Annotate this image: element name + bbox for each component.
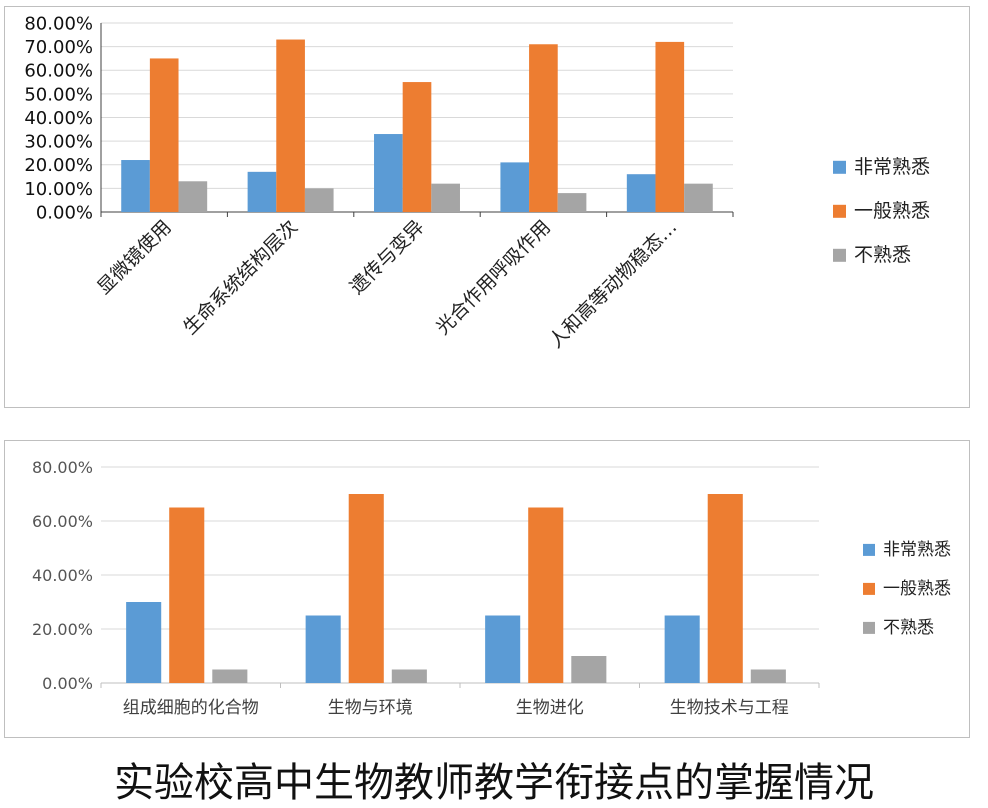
x-category-label: 生物与环境 <box>328 698 413 718</box>
x-category-label: 遗传与变异 <box>346 216 429 299</box>
legend-swatch <box>863 543 875 556</box>
bar-2-4 <box>529 44 558 213</box>
legend-swatch <box>863 621 875 634</box>
y-tick-label: 10.00% <box>24 179 93 200</box>
bar-1-4 <box>664 615 700 683</box>
bar-3-2 <box>391 669 427 683</box>
bar-2-1 <box>169 507 205 683</box>
bar-1-4 <box>500 162 530 212</box>
y-tick-label: 60.00% <box>24 61 93 82</box>
bar-1-1 <box>126 602 162 683</box>
bar-1-2 <box>247 171 277 212</box>
x-category-label: 生物进化 <box>516 698 584 718</box>
legend-label: 不熟悉 <box>854 244 911 266</box>
chart-2: 0.00% 20.00% 40.00% 60.00% 80.00% 组成细胞的化合物 生物与… <box>32 458 951 718</box>
y-tick-label: 20.00% <box>32 620 93 639</box>
x-category-label: 人和高等动物稳态… <box>545 216 681 352</box>
bar-3-4 <box>750 669 786 683</box>
y-tick-label: 30.00% <box>24 132 93 153</box>
y-tick-label: 80.00% <box>32 458 93 477</box>
bar-3-1 <box>178 181 208 212</box>
legend-swatch <box>833 248 846 262</box>
legend-label: 一般熟悉 <box>883 578 951 599</box>
bar-1-1 <box>121 160 150 212</box>
legend-label: 非常熟悉 <box>883 539 951 560</box>
x-category-label: 光合作用呼吸作用 <box>432 216 555 339</box>
bar-2-2 <box>276 39 305 212</box>
x-category-label: 显微镜使用 <box>93 216 176 299</box>
bar-1-5 <box>626 174 656 212</box>
bar-3-2 <box>304 188 334 212</box>
y-tick-label: 80.00% <box>24 13 93 34</box>
y-tick-label: 40.00% <box>24 108 93 129</box>
bar-1-3 <box>485 615 521 683</box>
bar-2-3 <box>528 507 564 683</box>
bar-3-3 <box>571 656 607 683</box>
legend-swatch <box>833 204 846 218</box>
y-tick-label: 50.00% <box>24 84 93 105</box>
x-category-label: 生命系统结构层次 <box>179 216 302 339</box>
legend-label: 一般熟悉 <box>854 200 930 222</box>
y-tick-label: 70.00% <box>24 37 93 58</box>
y-tick-label: 40.00% <box>32 566 93 585</box>
bar-3-5 <box>684 183 713 212</box>
bar-3-4 <box>557 193 587 212</box>
legend-label: 不熟悉 <box>883 617 934 638</box>
chart-1-panel: 0.00% 10.00% 20.00% 30.00% 40.00% 50.00% 60.00… <box>4 6 970 408</box>
figure-caption: 实验校高中生物教师教学衔接点的掌握情况 <box>114 760 874 806</box>
bar-2-2 <box>348 494 384 683</box>
bar-1-3 <box>374 134 403 212</box>
legend-swatch <box>863 582 875 595</box>
x-category-label: 组成细胞的化合物 <box>123 698 259 718</box>
bar-1-2 <box>305 615 341 683</box>
y-tick-label: 0.00% <box>36 202 93 223</box>
legend-label: 非常熟悉 <box>854 156 930 178</box>
bar-2-5 <box>655 41 685 213</box>
legend-swatch <box>833 160 846 174</box>
chart-1: 0.00%10.00% 20.00%30.00% 40.00% 50.00%60.00… <box>24 13 930 352</box>
y-tick-label: 20.00% <box>24 155 93 176</box>
chart-2-panel: 0.00% 20.00% 40.00% 60.00% 80.00% 组成细胞的化合物 生物与… <box>4 440 970 738</box>
bar-2-4 <box>707 494 743 683</box>
y-tick-label: 0.00% <box>42 674 93 693</box>
bar-3-3 <box>431 183 460 212</box>
x-category-label: 生物技术与工程 <box>670 698 789 718</box>
bar-2-3 <box>402 82 432 212</box>
bar-3-1 <box>212 669 248 683</box>
bar-2-1 <box>149 58 179 212</box>
y-tick-label: 60.00% <box>32 512 93 531</box>
